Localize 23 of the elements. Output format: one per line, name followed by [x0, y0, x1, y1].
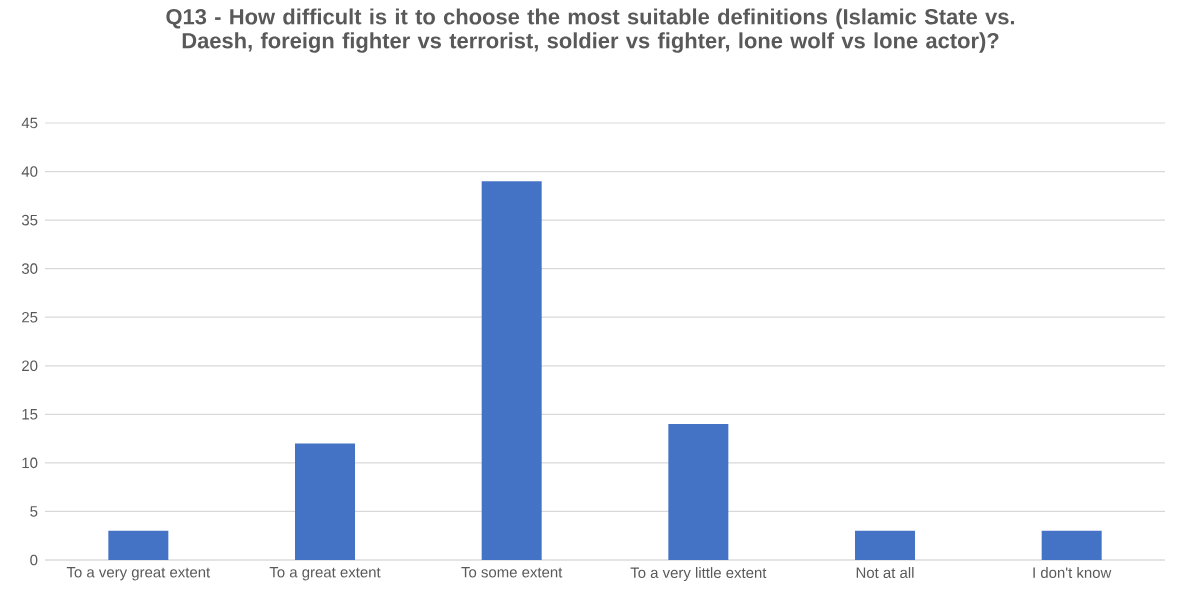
bar: [855, 530, 916, 560]
x-tick-label: To a great extent: [269, 567, 381, 581]
y-tick-label: 15: [22, 409, 38, 420]
bar: [481, 181, 542, 560]
y-tick-label: 10: [22, 457, 38, 469]
x-tick-label: To a very little extent: [630, 567, 767, 581]
y-tick-label: 25: [22, 311, 38, 323]
x-tick-label: To a very great extent: [66, 567, 211, 581]
y-tick-label: 30: [21, 263, 38, 274]
chart-title: Q13 - How difficult is it to choose the most suitable definitions (Islamic State vs. Daesh, foreign fighter vs terrorist, soldier vs fighter, lone wolf vs lone actor)?: [166, 8, 1015, 53]
y-tick-label: 0: [30, 554, 38, 566]
bar: [668, 424, 729, 560]
x-tick-label: Not at all: [856, 567, 914, 579]
bar: [1041, 530, 1102, 560]
y-tick-label: 40: [21, 166, 38, 177]
y-tick-label: 45: [21, 117, 38, 129]
y-tick-label: 5: [30, 506, 38, 517]
x-tick-label: I don't know: [1033, 567, 1112, 579]
bar: [295, 443, 356, 560]
x-tick-label: To some extent: [461, 567, 563, 578]
bar: [108, 530, 169, 560]
y-tick-label: 35: [21, 214, 38, 226]
y-tick-label: 20: [22, 360, 38, 372]
